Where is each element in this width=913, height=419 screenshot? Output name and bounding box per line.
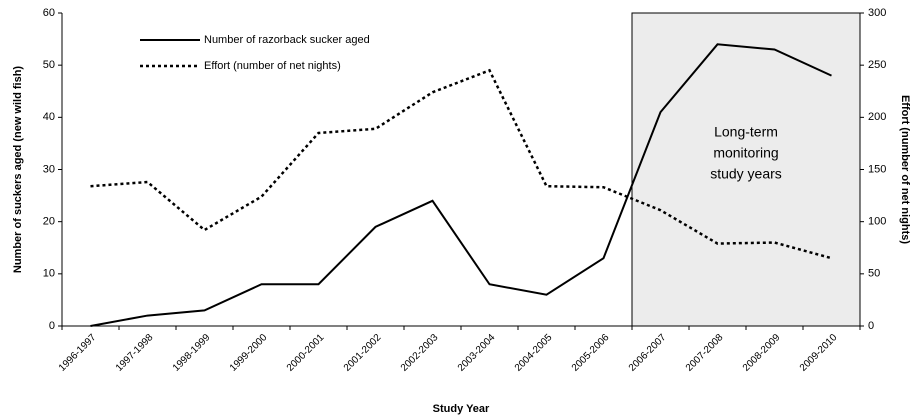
- y-tick-label: 40: [43, 111, 55, 123]
- x-tick-label: 1997-1998: [114, 332, 156, 374]
- annotation: monitoring: [713, 145, 778, 161]
- y-tick-label: 30: [43, 163, 55, 175]
- y-axis-label: Number of suckers aged (new wild fish): [12, 66, 24, 274]
- y2-tick-label: 100: [868, 216, 886, 228]
- x-tick-label: 2001-2002: [342, 332, 384, 374]
- y-tick-label: 10: [43, 268, 55, 280]
- x-tick-label: 2005-2006: [570, 332, 612, 374]
- y-tick-label: 60: [43, 7, 55, 19]
- y2-axis-label: Effort (number of net nights): [899, 95, 911, 244]
- x-tick-label: 2008-2009: [741, 332, 783, 374]
- x-tick-label: 2003-2004: [456, 332, 498, 374]
- x-tick-label: 2000-2001: [285, 332, 327, 374]
- series-line: [90, 68, 832, 260]
- y2-tick-label: 50: [868, 268, 880, 280]
- y-tick-label: 20: [43, 216, 55, 228]
- x-tick-label: 2009-2010: [798, 332, 840, 374]
- annotation: study years: [710, 166, 782, 182]
- y2-tick-label: 150: [868, 163, 886, 175]
- x-tick-label: 1998-1999: [171, 332, 213, 374]
- x-tick-label: 1996-1997: [57, 332, 99, 374]
- x-tick-label: 2007-2008: [684, 332, 726, 374]
- y-tick-label: 50: [43, 59, 55, 71]
- y2-tick-label: 300: [868, 7, 886, 19]
- y2-tick-label: 250: [868, 59, 886, 71]
- legend-label: Number of razorback sucker aged: [204, 34, 370, 46]
- x-axis-label: Study Year: [433, 403, 490, 415]
- legend-label: Effort (number of net nights): [204, 60, 341, 72]
- y2-tick-label: 200: [868, 111, 886, 123]
- y2-tick-label: 0: [868, 320, 874, 332]
- series-line: [90, 43, 832, 327]
- x-tick-label: 1999-2000: [228, 332, 270, 374]
- shaded-region: [631, 12, 861, 327]
- y-tick-label: 0: [49, 320, 55, 332]
- annotation: Long-term: [714, 124, 778, 140]
- x-tick-label: 2004-2005: [513, 332, 555, 374]
- x-tick-label: 2002-2003: [399, 332, 441, 374]
- x-tick-label: 2006-2007: [627, 332, 669, 374]
